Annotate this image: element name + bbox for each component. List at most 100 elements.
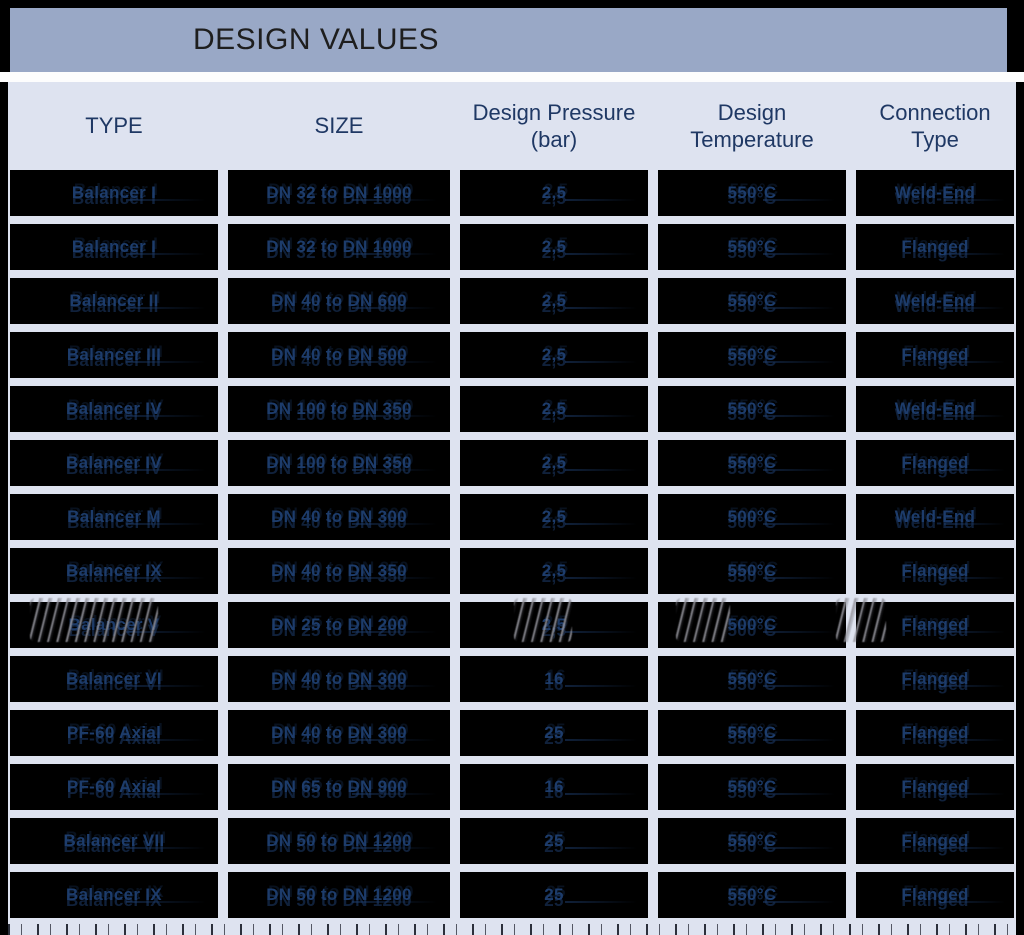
cell-pressure: 25 bbox=[460, 710, 648, 756]
cell-size: DN 40 to DN 300 bbox=[228, 494, 450, 540]
smudge-artifact bbox=[836, 598, 886, 642]
cell-size: DN 50 to DN 1200 bbox=[228, 872, 450, 918]
connection-value: Weld-End bbox=[894, 507, 976, 526]
type-value: Balancer VII bbox=[63, 831, 165, 850]
cell-temperature: 550°C bbox=[658, 278, 846, 324]
column-header-size: SIZE bbox=[314, 113, 364, 139]
cell-pressure: 2,5 bbox=[460, 440, 648, 486]
cell-type: Balancer VII bbox=[10, 818, 218, 864]
cell-connection: Weld-End bbox=[856, 494, 1014, 540]
cell-temperature: 550°C bbox=[658, 224, 846, 270]
temperature-value: 550°C bbox=[727, 399, 777, 418]
temperature-value: 500°C bbox=[727, 615, 777, 634]
connection-value: Flanged bbox=[901, 615, 969, 634]
temperature-value: 550°C bbox=[727, 237, 777, 256]
cell-connection: Flanged bbox=[856, 764, 1014, 810]
size-value: DN 50 to DN 1200 bbox=[266, 885, 412, 904]
type-value: PF-60 Axial bbox=[66, 723, 162, 742]
connection-value: Flanged bbox=[901, 237, 969, 256]
table-header-row: TYPE SIZE Design Pressure (bar) Design T… bbox=[8, 82, 1016, 170]
temperature-value: 550°C bbox=[727, 183, 777, 202]
size-value: DN 100 to DN 350 bbox=[266, 453, 412, 472]
cell-connection: Flanged bbox=[856, 332, 1014, 378]
pressure-value: 2,5 bbox=[541, 291, 567, 310]
smudge-artifact bbox=[30, 598, 158, 642]
pressure-value: 16 bbox=[544, 669, 564, 688]
cell-type: Balancer I bbox=[10, 224, 218, 270]
pressure-value: 2,5 bbox=[541, 345, 567, 364]
connection-value: Flanged bbox=[901, 723, 969, 742]
cell-pressure: 2,5 bbox=[460, 224, 648, 270]
temperature-value: 550°C bbox=[727, 561, 777, 580]
cell-type: Balancer IX bbox=[10, 872, 218, 918]
pressure-value: 2,5 bbox=[541, 237, 567, 256]
cell-size: DN 40 to DN 350 bbox=[228, 548, 450, 594]
size-value: DN 25 to DN 200 bbox=[271, 615, 407, 634]
type-value: Balancer I bbox=[71, 237, 157, 256]
cell-temperature: 550°C bbox=[658, 440, 846, 486]
pressure-value: 2,5 bbox=[541, 507, 567, 526]
cell-temperature: 550°C bbox=[658, 170, 846, 216]
type-value: Balancer VI bbox=[66, 669, 162, 688]
cell-pressure: 2,5 bbox=[460, 332, 648, 378]
cell-size: DN 40 to DN 600 bbox=[228, 278, 450, 324]
connection-value: Flanged bbox=[901, 345, 969, 364]
cell-connection: Weld-End bbox=[856, 386, 1014, 432]
cell-connection: Flanged bbox=[856, 872, 1014, 918]
smudge-artifact bbox=[514, 598, 572, 642]
type-value: Balancer IX bbox=[66, 885, 162, 904]
cell-type: Balancer IV bbox=[10, 440, 218, 486]
cell-temperature: 550°C bbox=[658, 548, 846, 594]
cell-pressure: 16 bbox=[460, 656, 648, 702]
cell-type: Balancer II bbox=[10, 278, 218, 324]
temperature-value: 550°C bbox=[727, 345, 777, 364]
temperature-value: 550°C bbox=[727, 831, 777, 850]
temperature-value: 550°C bbox=[727, 885, 777, 904]
temperature-value: 550°C bbox=[727, 723, 777, 742]
scan-noise-strip bbox=[8, 924, 1016, 935]
cell-type: Balancer VI bbox=[10, 656, 218, 702]
cell-temperature: 550°C bbox=[658, 386, 846, 432]
pressure-value: 25 bbox=[544, 723, 564, 742]
cell-type: Balancer IX bbox=[10, 548, 218, 594]
cell-pressure: 2,5 bbox=[460, 494, 648, 540]
temperature-value: 500°C bbox=[727, 507, 777, 526]
cell-pressure: 2,5 bbox=[460, 386, 648, 432]
size-value: DN 40 to DN 300 bbox=[271, 669, 407, 688]
cell-connection: Weld-End bbox=[856, 170, 1014, 216]
pressure-value: 16 bbox=[544, 777, 564, 796]
temperature-value: 550°C bbox=[727, 669, 777, 688]
size-value: DN 100 to DN 350 bbox=[266, 399, 412, 418]
temperature-value: 550°C bbox=[727, 777, 777, 796]
pressure-value: 2,5 bbox=[541, 453, 567, 472]
table-body: Balancer I DN 32 to DN 1000 2,5 550°C We… bbox=[8, 170, 1016, 918]
size-value: DN 32 to DN 1000 bbox=[266, 183, 412, 202]
cell-pressure: 25 bbox=[460, 818, 648, 864]
cell-size: DN 100 to DN 350 bbox=[228, 386, 450, 432]
size-value: DN 65 to DN 900 bbox=[271, 777, 407, 796]
cell-size: DN 32 to DN 1000 bbox=[228, 170, 450, 216]
pressure-value: 2,5 bbox=[541, 561, 567, 580]
connection-value: Flanged bbox=[901, 777, 969, 796]
connection-value: Flanged bbox=[901, 885, 969, 904]
banner-divider bbox=[0, 72, 1024, 82]
cell-temperature: 550°C bbox=[658, 332, 846, 378]
column-header-temperature: Design Temperature bbox=[690, 99, 814, 153]
cell-size: DN 50 to DN 1200 bbox=[228, 818, 450, 864]
title-banner: DESIGN VALUES bbox=[10, 8, 1007, 72]
cell-connection: Flanged bbox=[856, 710, 1014, 756]
type-value: Balancer IV bbox=[66, 399, 162, 418]
cell-pressure: 16 bbox=[460, 764, 648, 810]
connection-value: Flanged bbox=[901, 669, 969, 688]
cell-pressure: 2,5 bbox=[460, 548, 648, 594]
cell-connection: Flanged bbox=[856, 440, 1014, 486]
cell-pressure: 2,5 bbox=[460, 170, 648, 216]
cell-connection: Flanged bbox=[856, 656, 1014, 702]
type-value: Balancer IV bbox=[66, 453, 162, 472]
cell-pressure: 2,5 bbox=[460, 278, 648, 324]
connection-value: Weld-End bbox=[894, 399, 976, 418]
cell-type: Balancer I bbox=[10, 170, 218, 216]
temperature-value: 550°C bbox=[727, 453, 777, 472]
cell-connection: Flanged bbox=[856, 818, 1014, 864]
cell-type: PF-60 Axial bbox=[10, 764, 218, 810]
